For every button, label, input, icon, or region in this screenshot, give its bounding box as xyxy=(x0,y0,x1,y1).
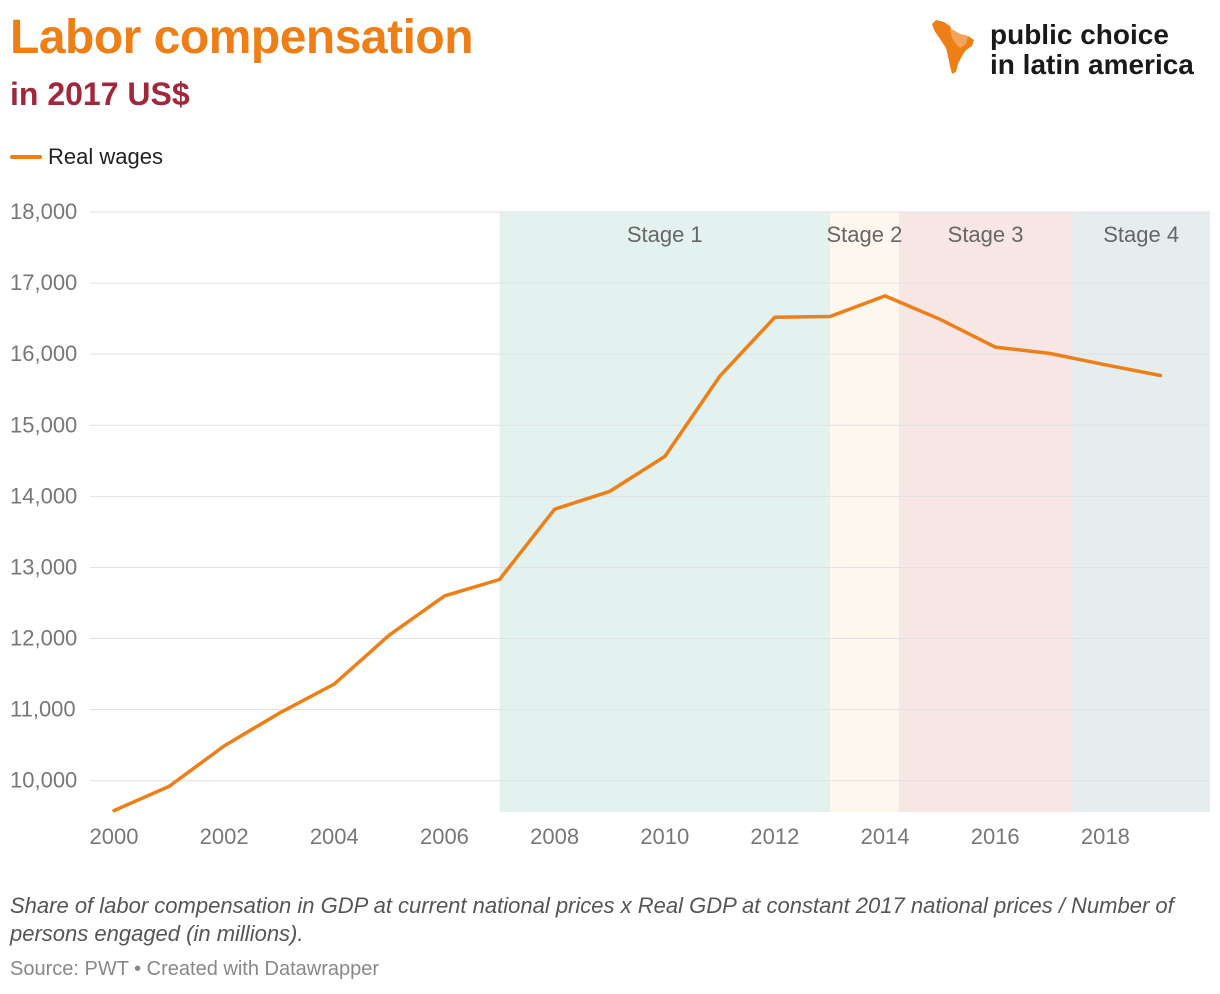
data-point xyxy=(442,594,446,598)
logo-line-2: in latin america xyxy=(990,49,1194,80)
x-tick-label: 2006 xyxy=(420,824,469,849)
data-point xyxy=(277,711,281,715)
footnote: Share of labor compensation in GDP at cu… xyxy=(10,893,1174,946)
stage-label-4: Stage 4 xyxy=(1103,222,1179,247)
legend-label-real-wages: Real wages xyxy=(48,144,163,169)
x-tick-label: 2012 xyxy=(750,824,799,849)
data-point xyxy=(883,294,887,298)
y-tick-label: 14,000 xyxy=(10,483,77,508)
stage-label-2: Stage 2 xyxy=(826,222,902,247)
stage-band-4 xyxy=(1072,212,1210,812)
latin-america-map-icon xyxy=(932,20,974,74)
data-point xyxy=(993,345,997,349)
x-tick-label: 2000 xyxy=(90,824,139,849)
legend-line-swatch xyxy=(10,155,42,159)
chart-subtitle: in 2017 US$ xyxy=(10,76,190,112)
x-tick-label: 2016 xyxy=(971,824,1020,849)
data-point xyxy=(938,317,942,321)
x-tick-label: 2014 xyxy=(861,824,910,849)
stage-label-3: Stage 3 xyxy=(948,222,1024,247)
x-tick-label: 2008 xyxy=(530,824,579,849)
logo: public choice in latin america xyxy=(930,18,1200,80)
data-point xyxy=(608,489,612,493)
data-point xyxy=(167,784,171,788)
y-tick-label: 16,000 xyxy=(10,341,77,366)
data-point xyxy=(663,455,667,459)
y-tick-label: 11,000 xyxy=(10,697,76,722)
stage-band-1 xyxy=(499,212,830,812)
data-point xyxy=(498,578,502,582)
data-point xyxy=(332,682,336,686)
data-point xyxy=(773,315,777,319)
data-point xyxy=(112,809,116,813)
line-chart: Stage 1 Stage 2 Stage 3 Stage 4 10,000 11,00… xyxy=(10,199,1210,849)
legend: Real wages xyxy=(10,144,163,170)
stage-label-1: Stage 1 xyxy=(627,222,703,247)
data-point xyxy=(828,315,832,319)
chart-title: Labor compensation xyxy=(10,11,474,64)
x-tick-label: 2004 xyxy=(310,824,359,849)
y-tick-label: 15,000 xyxy=(10,412,77,437)
data-point xyxy=(1103,363,1107,367)
logo-line-1: public choice xyxy=(990,19,1169,50)
x-tick-label: 2002 xyxy=(200,824,249,849)
data-point xyxy=(387,633,391,637)
y-tick-label: 13,000 xyxy=(10,554,77,579)
y-tick-label: 17,000 xyxy=(10,270,77,295)
stage-band-3 xyxy=(898,212,1073,812)
series-line-real-wages xyxy=(112,294,1163,813)
x-tick-label: 2018 xyxy=(1081,824,1130,849)
y-tick-label: 18,000 xyxy=(10,199,77,224)
data-point xyxy=(553,507,557,511)
data-point xyxy=(222,744,226,748)
data-point xyxy=(1048,351,1052,355)
source-credit: Source: PWT • Created with Datawrapper xyxy=(10,958,380,980)
x-tick-label: 2010 xyxy=(640,824,689,849)
y-tick-label: 10,000 xyxy=(10,768,77,793)
data-point xyxy=(718,374,722,378)
data-point xyxy=(1158,374,1162,378)
y-tick-label: 12,000 xyxy=(10,626,77,651)
